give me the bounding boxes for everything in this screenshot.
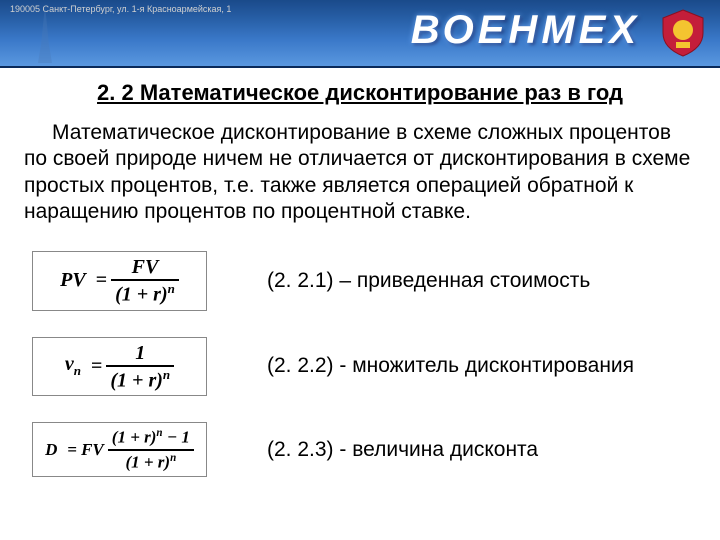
formula-box-vn: vn= 1 (1 + r)n (32, 337, 207, 397)
formula-row-2: vn= 1 (1 + r)n (2. 2.2) - множитель диск… (24, 337, 696, 397)
header-spire-silhouette (30, 5, 60, 63)
formula-box-pv: PV= FV (1 + r)n (32, 251, 207, 311)
section-body-text: Математическое дисконтирование в схеме с… (24, 120, 696, 225)
formula-row-1: PV= FV (1 + r)n (2. 2.1) – приведенная с… (24, 251, 696, 311)
formula-label-1: (2. 2.1) – приведенная стоимость (267, 269, 590, 293)
formula-row-3: D= FV (1 + r)n − 1 (1 + r)n (2. 2.3) - в… (24, 422, 696, 477)
header-logo-text: ВОЕНМЕХ (411, 8, 640, 53)
formula-label-3: (2. 2.3) - величина дисконта (267, 438, 538, 462)
content-area: 2. 2 Математическое дисконтирование раз … (0, 68, 720, 477)
formula-box-d: D= FV (1 + r)n − 1 (1 + r)n (32, 422, 207, 477)
header-emblem-icon (658, 8, 708, 58)
formula-label-2: (2. 2.2) - множитель дисконтирования (267, 354, 634, 378)
section-title: 2. 2 Математическое дисконтирование раз … (24, 80, 696, 106)
header-banner: 190005 Санкт-Петербург, ул. 1-я Красноар… (0, 0, 720, 68)
